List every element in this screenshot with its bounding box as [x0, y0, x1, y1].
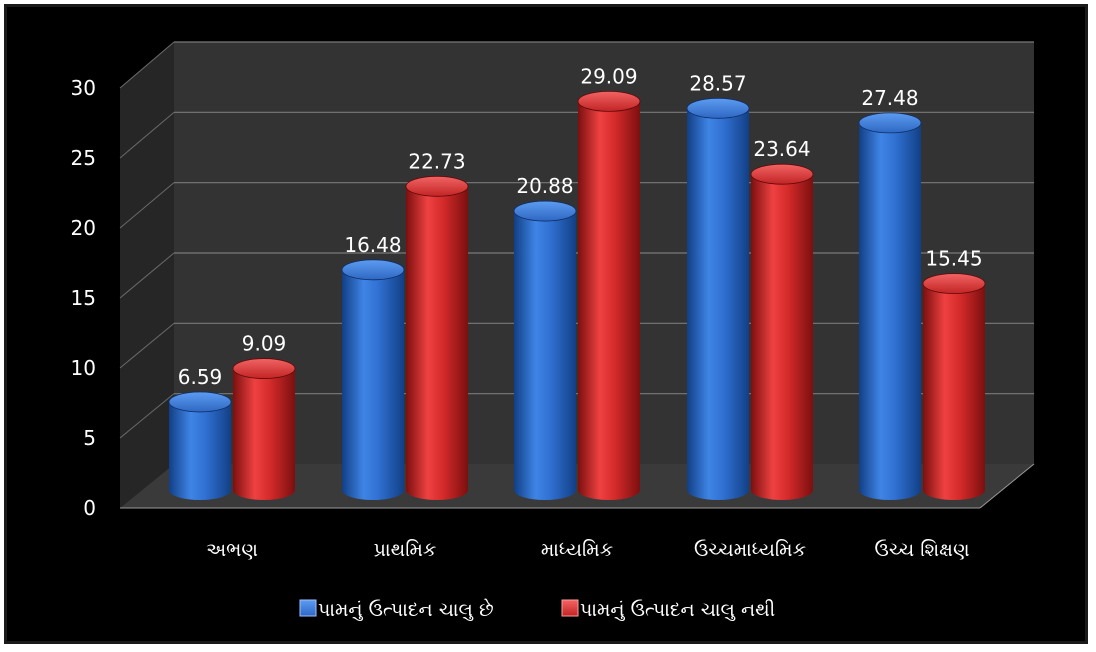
- gridline-side: [119, 393, 175, 439]
- data-labels: 6.59 9.09 16.48 22.73 20.88 29.09 28.57 23.64 27…: [178, 64, 983, 389]
- data-label: 27.48: [861, 86, 918, 110]
- bar-series-1: [513, 200, 577, 501]
- bar-cap: [405, 175, 469, 197]
- legend-swatch-series-1: [299, 599, 317, 617]
- data-label: 9.09: [242, 332, 287, 356]
- y-tick-label: 15: [71, 286, 96, 310]
- gridline-side: [119, 111, 175, 159]
- bar-cap: [922, 273, 986, 294]
- bar-body: [169, 401, 231, 500]
- y-tick-label: 0: [83, 496, 96, 520]
- bar-cap: [577, 90, 641, 112]
- bar-cap: [513, 200, 577, 222]
- gridline-side: [119, 252, 175, 299]
- bar-body: [687, 108, 749, 500]
- y-tick-label: 5: [83, 426, 96, 450]
- bar-series-2: [232, 358, 296, 500]
- bar-cap: [686, 97, 750, 119]
- bar-body: [859, 122, 921, 501]
- data-label: 15.45: [925, 247, 982, 271]
- bar-body: [342, 269, 404, 500]
- bar-series-2: [922, 273, 986, 500]
- data-label: 20.88: [516, 174, 573, 198]
- data-label: 23.64: [753, 137, 810, 161]
- bar-series-2: [405, 175, 469, 501]
- y-tick-label: 25: [71, 146, 96, 170]
- bars: [168, 90, 986, 501]
- bar-cap: [750, 163, 814, 185]
- category-label: માધ્યમિક: [541, 539, 613, 561]
- bar-series-1: [858, 112, 922, 501]
- bar-cap: [232, 358, 296, 379]
- bar-series-1: [686, 97, 750, 500]
- gridline-side: [119, 41, 175, 89]
- gridline-side: [119, 322, 175, 369]
- bar-series-1: [168, 391, 232, 500]
- data-label: 29.09: [580, 64, 637, 88]
- bar-body: [751, 174, 813, 501]
- bar-body: [578, 101, 640, 501]
- y-axis-ticks: 0 5 10 15 20 25 30: [71, 76, 96, 520]
- category-label: અભણ: [206, 539, 258, 561]
- bar-body: [406, 186, 468, 501]
- legend-swatch-series-2: [561, 599, 579, 617]
- legend-label-series-1: પામનું ઉત્પાદન ચાલુ છે: [318, 599, 494, 621]
- legend: પામનું ઉત્પાદન ચાલુ છે પામનું ઉત્પાદન ચા…: [299, 599, 775, 621]
- bar-cap: [858, 112, 922, 134]
- bar-cap: [168, 391, 232, 413]
- category-labels: અભણ પ્રાથમિક માધ્યમિક ઉચ્ચમાધ્યમિક ઉચ્ચ શિક્…: [206, 539, 969, 561]
- legend-label-series-2: પામનું ઉત્પાદન ચાલુ નથી: [580, 599, 775, 621]
- gridline-side: [119, 182, 175, 229]
- floor-edge-right: [979, 463, 1035, 509]
- bar-series-1: [341, 259, 405, 500]
- category-label: ઉચ્ચમાધ્યમિક: [694, 539, 806, 561]
- category-label: ઉચ્ચ શિક્ષણ: [874, 539, 969, 561]
- bar-series-2: [750, 163, 814, 501]
- bar-cap: [341, 259, 405, 281]
- bar-body: [923, 283, 985, 500]
- bar-body: [514, 211, 576, 501]
- data-label: 16.48: [344, 233, 401, 257]
- category-label: પ્રાથમિક: [374, 539, 437, 561]
- y-tick-label: 20: [71, 216, 96, 240]
- data-label: 22.73: [408, 149, 465, 173]
- data-label: 28.57: [689, 71, 746, 95]
- bar-series-2: [577, 90, 641, 501]
- bar-body: [233, 368, 295, 500]
- data-label: 6.59: [178, 365, 223, 389]
- y-tick-label: 30: [71, 76, 96, 100]
- y-tick-label: 10: [71, 356, 96, 380]
